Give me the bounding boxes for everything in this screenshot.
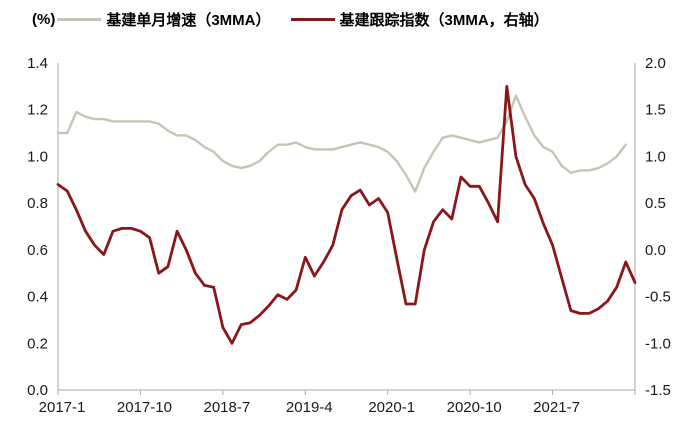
left-axis-tick-label: 0.8 xyxy=(27,195,48,212)
series-line-monthly-growth xyxy=(56,94,627,193)
x-axis-tick-label: 2020-1 xyxy=(368,399,415,416)
legend-line-monthly-growth-icon xyxy=(57,17,102,21)
legend-label-tracking-index: 基建跟踪指数（3MMA，右轴） xyxy=(339,11,549,29)
x-axis-tick-label: 2019-4 xyxy=(286,399,333,416)
left-axis-tick-label: 1.0 xyxy=(27,148,48,165)
x-axis-tick-label: 2021-7 xyxy=(533,399,580,416)
left-axis-tick-label: 1.2 xyxy=(27,102,48,119)
right-axis-tick-label: 1.0 xyxy=(645,148,666,165)
right-axis-tick-label: 1.5 xyxy=(645,102,666,119)
left-axis-tick-label: 0.4 xyxy=(27,289,48,306)
left-axis-tick-label: 0.0 xyxy=(27,382,48,399)
y-axis-unit-label: (%) xyxy=(32,10,56,28)
left-axis-tick-label: 0.2 xyxy=(27,335,48,352)
x-axis-tick-label: 2018-7 xyxy=(203,399,250,416)
right-axis-tick-label: 0.5 xyxy=(645,195,666,212)
right-axis-tick-label: -0.5 xyxy=(645,289,671,306)
right-axis-tick-label: -1.5 xyxy=(645,382,671,399)
x-axis-tick-label: 2017-10 xyxy=(117,399,172,416)
left-axis-tick-label: 1.4 xyxy=(27,55,48,72)
left-axis-tick-label: 0.6 xyxy=(27,242,48,259)
right-axis-tick-label: 2.0 xyxy=(645,55,666,72)
right-axis-tick-label: -1.0 xyxy=(645,335,671,352)
legend-item-tracking-index: 基建跟踪指数（3MMA，右轴） xyxy=(290,9,549,30)
x-axis-tick-label: 2020-10 xyxy=(447,399,502,416)
series-line-tracking-index xyxy=(56,85,637,345)
chart-legend: (%) 基建单月增速（3MMA） 基建跟踪指数（3MMA，右轴） xyxy=(32,8,549,30)
legend-line-tracking-index-icon xyxy=(290,17,335,21)
legend-label-monthly-growth: 基建单月增速（3MMA） xyxy=(106,11,271,29)
right-axis-tick-label: 0.0 xyxy=(645,242,666,259)
x-axis-tick-label: 2017-1 xyxy=(39,399,86,416)
legend-item-monthly-growth: 基建单月增速（3MMA） xyxy=(57,9,271,30)
